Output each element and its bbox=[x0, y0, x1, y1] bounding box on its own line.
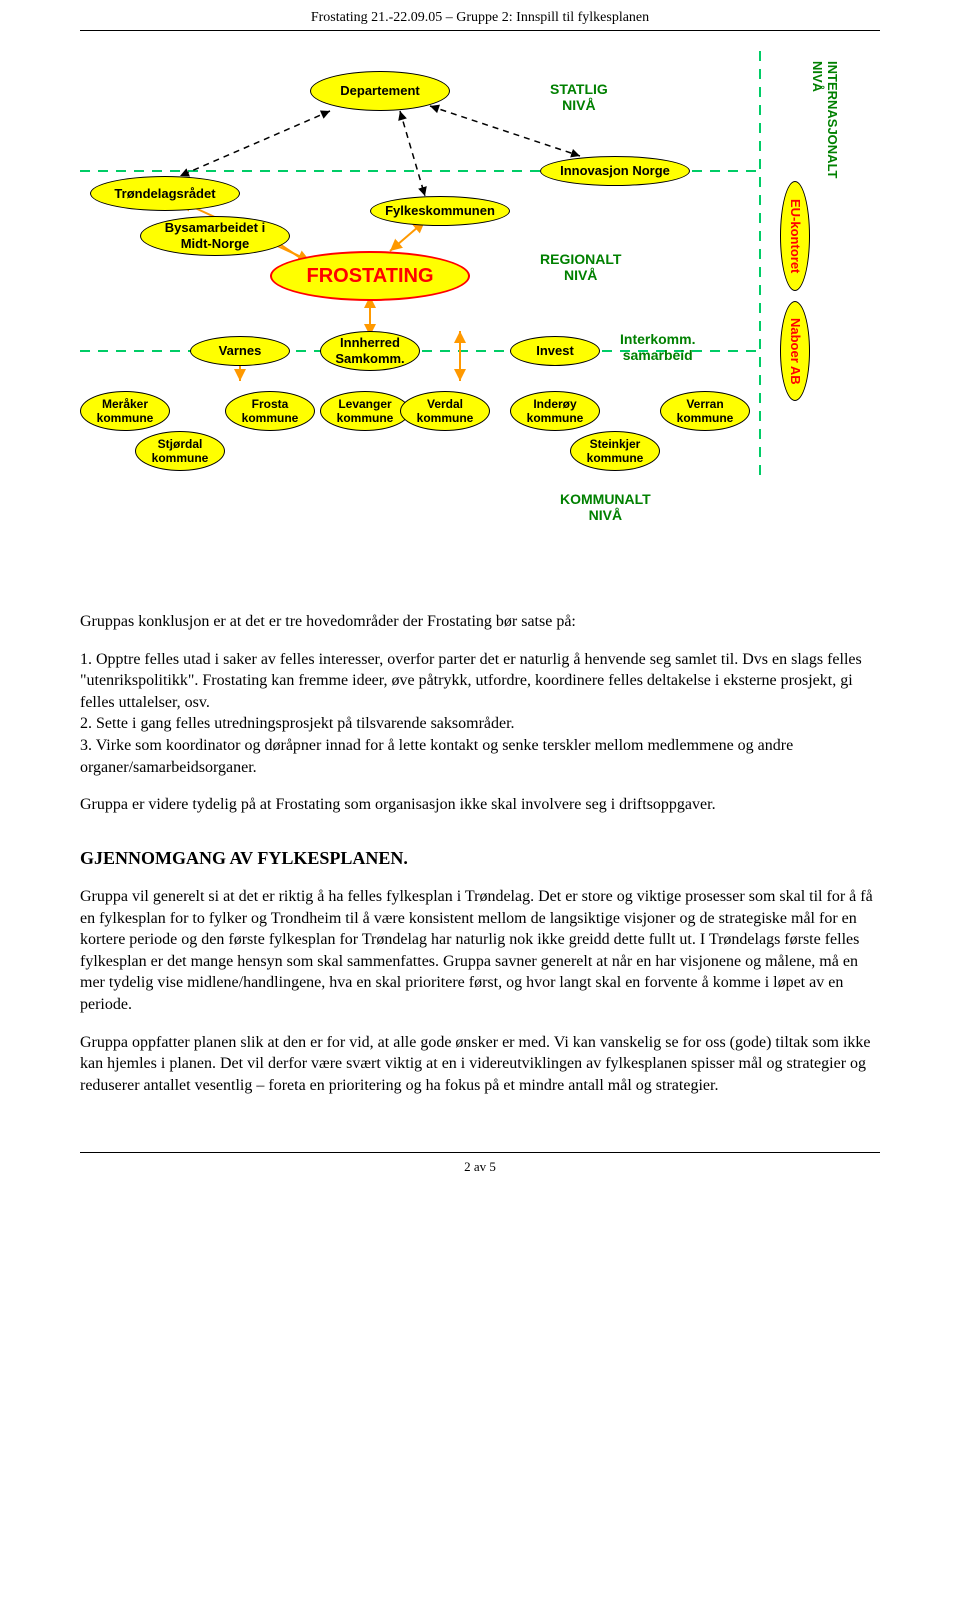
intro-text: Gruppas konklusjon er at det er tre hove… bbox=[80, 611, 880, 633]
node-invest: Invest bbox=[510, 336, 600, 366]
list-paragraph: 1. Opptre felles utad i saker av felles … bbox=[80, 649, 880, 779]
section-heading: GJENNOMGANG AV FYLKESPLANEN. bbox=[80, 846, 880, 870]
node-fylkes: Fylkeskommunen bbox=[370, 196, 510, 226]
node-stjordal: Stjørdal kommune bbox=[135, 431, 225, 471]
node-trondelag: Trøndelagsrådet bbox=[90, 176, 240, 211]
page-footer: 2 av 5 bbox=[80, 1152, 880, 1195]
body-text: Gruppas konklusjon er at det er tre hove… bbox=[0, 611, 960, 1152]
label-interkomm: Interkomm. samarbeid bbox=[620, 331, 695, 363]
node-levanger: Levanger kommune bbox=[320, 391, 410, 431]
paragraph-3: Gruppa vil generelt si at det er riktig … bbox=[80, 886, 880, 1016]
node-departement: Departement bbox=[310, 71, 450, 111]
node-naboer-label: Naboer AB bbox=[787, 318, 803, 385]
node-meraker: Meråker kommune bbox=[80, 391, 170, 431]
node-verran: Verran kommune bbox=[660, 391, 750, 431]
node-bysam: Bysamarbeidet i Midt-Norge bbox=[140, 216, 290, 256]
page-header: Frostating 21.-22.09.05 – Gruppe 2: Inns… bbox=[80, 0, 880, 31]
node-frostating: FROSTATING bbox=[270, 251, 470, 301]
label-kommunalt: KOMMUNALT NIVÅ bbox=[560, 491, 651, 523]
node-steinkjer: Steinkjer kommune bbox=[570, 431, 660, 471]
node-verdal: Verdal kommune bbox=[400, 391, 490, 431]
node-varnes: Varnes bbox=[190, 336, 290, 366]
node-naboer: Naboer AB bbox=[780, 301, 810, 401]
node-innovasjon: Innovasjon Norge bbox=[540, 156, 690, 186]
paragraph-4: Gruppa oppfatter planen slik at den er f… bbox=[80, 1032, 880, 1097]
label-regionalt: REGIONALT NIVÅ bbox=[540, 251, 621, 283]
node-frosta: Frosta kommune bbox=[225, 391, 315, 431]
node-eu: EU-kontoret bbox=[780, 181, 810, 291]
node-inderoy: Inderøy kommune bbox=[510, 391, 600, 431]
diagram-connectors bbox=[80, 51, 880, 581]
node-eu-label: EU-kontoret bbox=[787, 199, 803, 273]
label-statlig: STATLIG NIVÅ bbox=[550, 81, 608, 113]
label-internasjonalt: INTERNASJONALT NIVÅ bbox=[810, 61, 840, 178]
paragraph-2: Gruppa er videre tydelig på at Frostatin… bbox=[80, 794, 880, 816]
org-diagram: Departement STATLIG NIVÅ Trøndelagsrådet… bbox=[80, 51, 880, 581]
node-innherred: Innherred Samkomm. bbox=[320, 331, 420, 371]
